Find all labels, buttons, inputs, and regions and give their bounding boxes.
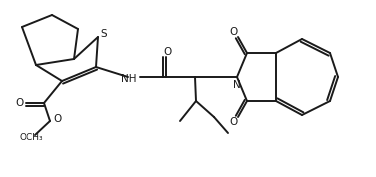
Text: NH: NH — [121, 74, 137, 84]
Text: O: O — [164, 47, 172, 57]
Text: OCH₃: OCH₃ — [19, 133, 43, 142]
Text: O: O — [15, 98, 23, 108]
Text: O: O — [229, 117, 237, 127]
Text: S: S — [101, 29, 107, 39]
Text: O: O — [53, 114, 61, 124]
Text: N: N — [233, 80, 241, 90]
Text: O: O — [229, 27, 237, 37]
